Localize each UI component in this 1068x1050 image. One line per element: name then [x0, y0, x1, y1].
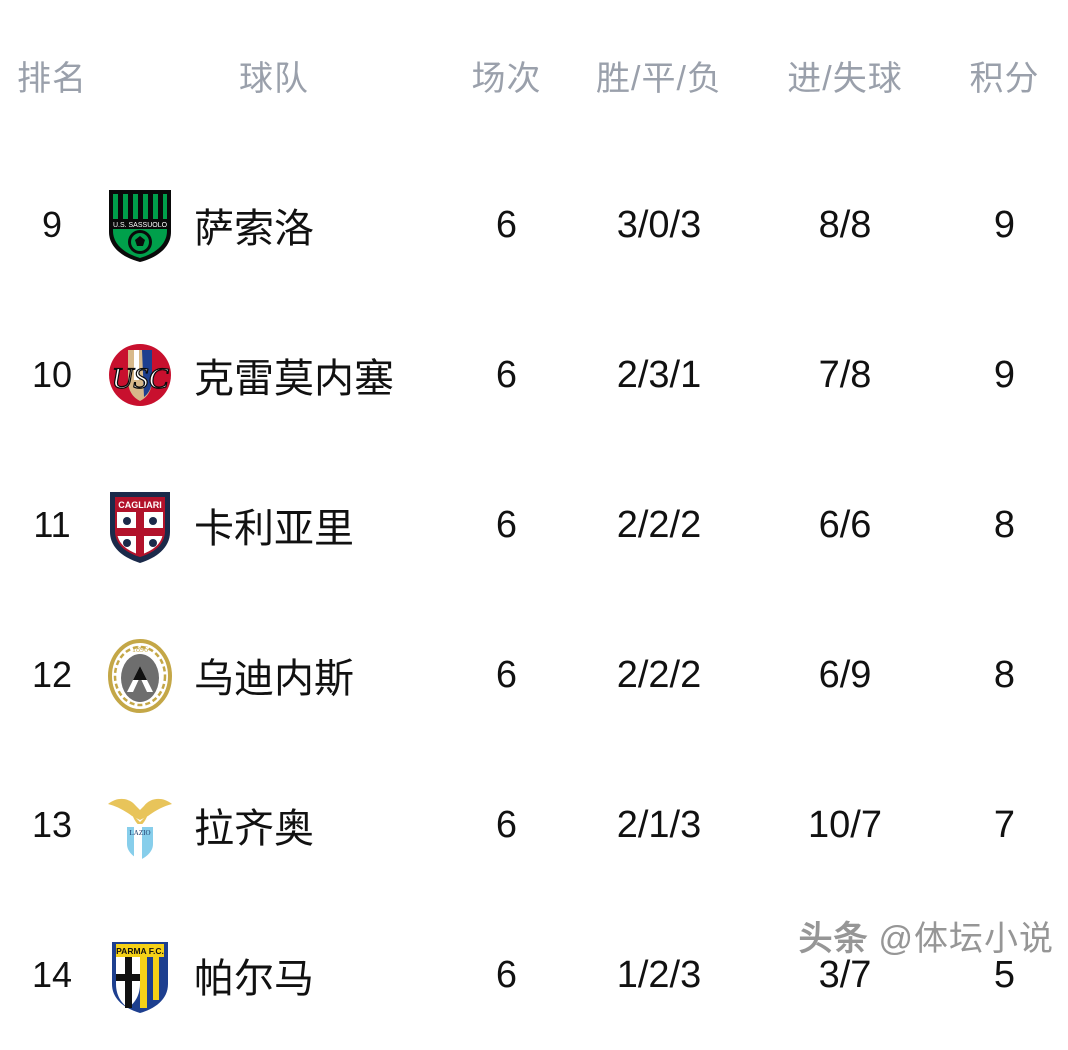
row-wdl: 3/0/3: [616, 203, 702, 246]
row-points: 8: [993, 503, 1016, 546]
team-name: 帕尔马: [194, 957, 314, 1001]
table-row[interactable]: 9 U.S. SASSUOLO: [0, 150, 1068, 300]
row-played: 6: [495, 353, 518, 396]
row-team: LAZIO 拉齐奥: [104, 786, 444, 864]
svg-text:1896: 1896: [132, 645, 148, 654]
lazio-crest-icon: LAZIO: [108, 798, 172, 863]
row-wdl: 2/2/2: [616, 503, 702, 546]
table-row[interactable]: 12 1896 乌迪内斯 6 2/2/2 6/9 8: [0, 600, 1068, 750]
header-team: 球队: [239, 59, 309, 98]
sassuolo-crest-icon: U.S. SASSUOLO: [109, 190, 171, 262]
header-points: 积分: [969, 59, 1040, 98]
header-goals: 进/失球: [787, 59, 903, 98]
table-row[interactable]: 10 USC 克雷莫内塞 6 2/3/1 7/8 9: [0, 300, 1068, 450]
svg-text:USC: USC: [112, 362, 170, 395]
team-name: 拉齐奥: [194, 807, 314, 851]
svg-text:PARMA F.C.: PARMA F.C.: [116, 946, 164, 956]
header-wdl: 胜/平/负: [596, 59, 722, 98]
svg-text:LAZIO: LAZIO: [130, 829, 151, 837]
row-goals: 3/7: [818, 953, 872, 996]
row-team: 1896 乌迪内斯: [104, 636, 444, 714]
table-row[interactable]: 11 CAGLIARI 卡利亚里: [0, 450, 1068, 600]
row-rank: 12: [31, 654, 73, 695]
row-goals: 7/8: [818, 353, 872, 396]
row-points: 7: [993, 803, 1016, 846]
header-played: 场次: [471, 59, 542, 98]
parma-crest-icon: PARMA F.C.: [112, 942, 168, 1013]
table-row[interactable]: 13 LAZIO 拉齐奥 6 2/1/3 10/7 7: [0, 750, 1068, 900]
row-wdl: 2/3/1: [616, 353, 702, 396]
team-name: 乌迪内斯: [194, 657, 354, 701]
team-name: 萨索洛: [194, 207, 314, 251]
svg-text:U.S. SASSUOLO: U.S. SASSUOLO: [113, 222, 168, 229]
row-points: 5: [993, 953, 1016, 996]
row-rank: 10: [31, 354, 73, 395]
row-wdl: 2/1/3: [616, 803, 702, 846]
cagliari-crest-icon: CAGLIARI: [110, 492, 170, 563]
row-played: 6: [495, 503, 518, 546]
row-goals: 6/6: [818, 503, 872, 546]
row-team: CAGLIARI 卡利亚里: [104, 486, 444, 564]
row-wdl: 2/2/2: [616, 653, 702, 696]
row-team: USC 克雷莫内塞: [104, 336, 444, 414]
row-goals: 6/9: [818, 653, 872, 696]
row-rank: 11: [33, 504, 71, 545]
row-rank: 9: [41, 204, 63, 245]
row-team: U.S. SASSUOLO 萨索洛: [104, 186, 444, 264]
standings-table: 排名 球队 场次 胜/平/负 进/失球 积分 9: [0, 0, 1068, 1013]
udinese-crest-icon: 1896: [108, 639, 172, 713]
row-wdl: 1/2/3: [616, 953, 702, 996]
row-rank: 14: [31, 954, 73, 995]
row-goals: 10/7: [808, 803, 882, 846]
row-rank: 13: [31, 804, 73, 845]
row-played: 6: [495, 203, 518, 246]
row-points: 8: [993, 653, 1016, 696]
row-points: 9: [993, 203, 1016, 246]
row-played: 6: [495, 803, 518, 846]
table-body: 9 U.S. SASSUOLO: [0, 150, 1068, 1050]
row-played: 6: [495, 653, 518, 696]
row-played: 6: [495, 953, 518, 996]
team-name: 克雷莫内塞: [194, 357, 394, 401]
table-header-row: 排名 球队 场次 胜/平/负 进/失球 积分: [0, 0, 1068, 150]
svg-text:CAGLIARI: CAGLIARI: [118, 500, 162, 510]
table-row[interactable]: 14 PARMA F.C. 帕尔马: [0, 900, 1068, 1050]
team-name: 卡利亚里: [194, 507, 354, 551]
cremonese-crest-icon: USC: [109, 344, 171, 406]
row-points: 9: [993, 353, 1016, 396]
row-goals: 8/8: [818, 203, 872, 246]
header-rank: 排名: [17, 59, 87, 98]
row-team: PARMA F.C. 帕尔马: [104, 936, 444, 1014]
